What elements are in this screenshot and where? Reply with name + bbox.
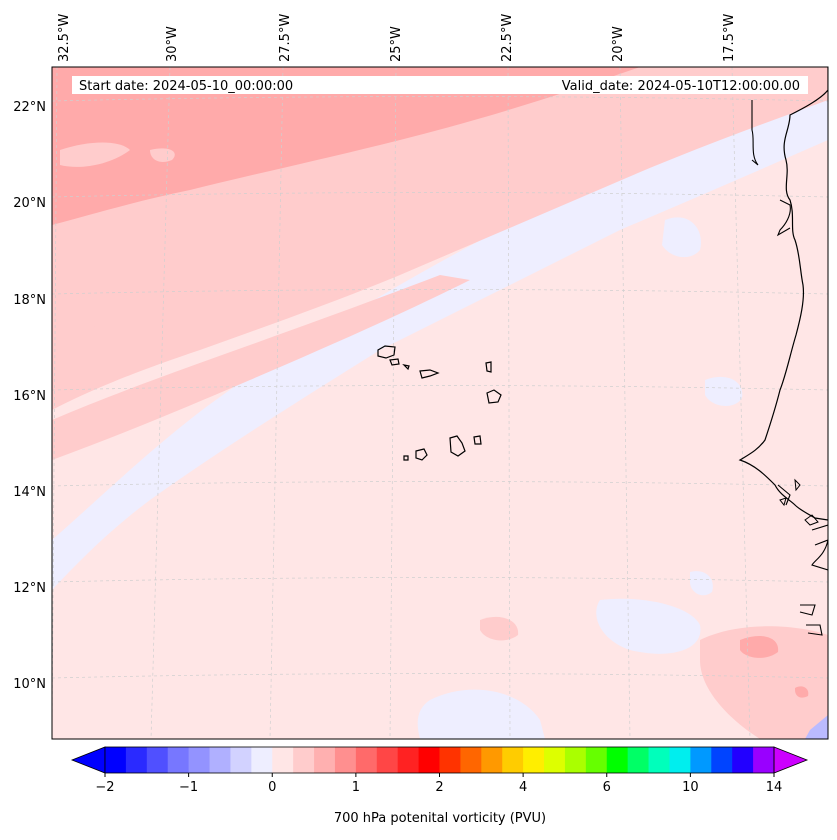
pv-moderate-positive-patch bbox=[795, 686, 809, 698]
colorbar-tick-label: 0 bbox=[268, 780, 276, 795]
pv-negative-patch bbox=[690, 571, 713, 596]
colorbar-cell bbox=[564, 747, 587, 773]
pv-weak-positive-band bbox=[52, 275, 470, 460]
africa-coastline-islands bbox=[779, 478, 819, 526]
colorbar-cell bbox=[585, 747, 608, 773]
lat-label: 16°N bbox=[13, 389, 46, 404]
colorbar-cell bbox=[251, 747, 273, 773]
colorbar-tick-label: 2 bbox=[435, 780, 443, 795]
colorbar-tick-label: 4 bbox=[519, 780, 527, 795]
graticule bbox=[52, 67, 828, 739]
colorbar-cell bbox=[376, 747, 399, 773]
pv-weak-positive-patch bbox=[700, 626, 828, 739]
pv-negative-patch bbox=[662, 217, 701, 258]
lon-label: 22.5°W bbox=[500, 14, 515, 62]
colorbar-tick-label: −2 bbox=[95, 780, 114, 795]
colorbar-cell bbox=[355, 747, 378, 773]
colorbar-cell bbox=[397, 747, 420, 773]
cape-verde-islands bbox=[377, 345, 502, 461]
colorbar-cell bbox=[523, 747, 545, 773]
pv-weak-positive-patch bbox=[90, 313, 140, 340]
colorbar-cell bbox=[146, 747, 169, 773]
colorbar-cell bbox=[669, 747, 691, 773]
latitude-labels: 22°N 20°N 18°N 16°N 14°N 12°N 10°N bbox=[13, 100, 46, 692]
pv-negative-band bbox=[52, 95, 828, 590]
pv-weak-positive-patch bbox=[480, 616, 519, 641]
pv-moderate-positive-patch bbox=[740, 636, 779, 658]
colorbar-cells bbox=[105, 747, 775, 773]
colorbar-cell bbox=[544, 747, 566, 773]
map-frame bbox=[51, 66, 829, 740]
africa-coastline bbox=[738, 67, 828, 521]
colorbar-cell bbox=[690, 747, 712, 773]
pv-negative-patch bbox=[705, 376, 743, 406]
start-date-label: Start date: 2024-05-10_00:00:00 bbox=[79, 79, 293, 94]
longitude-labels: 32.5°W 30°W 27.5°W 25°W 22.5°W 20°W 17.5… bbox=[57, 14, 737, 62]
lon-label: 32.5°W bbox=[57, 14, 72, 62]
colorbar-tick-label: 1 bbox=[352, 780, 360, 795]
colorbar-cell bbox=[460, 747, 482, 773]
colorbar: −2 −1 0 1 2 4 6 10 14 700 hPa potenital vorticit… bbox=[70, 746, 809, 826]
colorbar-cell bbox=[606, 747, 629, 773]
colorbar-tick-label: 14 bbox=[766, 780, 783, 795]
colorbar-extend-low bbox=[70, 746, 106, 774]
colorbar-cell bbox=[732, 747, 754, 773]
pv-weak-positive-patch bbox=[60, 142, 130, 167]
colorbar-cell bbox=[648, 747, 670, 773]
colorbar-cell bbox=[230, 747, 252, 773]
colorbar-cell bbox=[167, 747, 190, 773]
colorbar-extend-high bbox=[773, 746, 809, 774]
lat-label: 20°N bbox=[13, 196, 46, 211]
lat-label: 12°N bbox=[13, 581, 46, 596]
pv-negative-patch bbox=[417, 689, 545, 739]
lon-label: 20°W bbox=[611, 26, 626, 62]
pv-moderate-positive-band bbox=[52, 67, 640, 225]
colorbar-cell bbox=[481, 747, 503, 773]
lat-label: 14°N bbox=[13, 485, 46, 500]
colorbar-cell bbox=[272, 747, 294, 773]
colorbar-cell bbox=[188, 747, 211, 773]
colorbar-tick-label: −1 bbox=[179, 780, 198, 795]
lat-label: 18°N bbox=[13, 293, 46, 308]
colorbar-cell bbox=[293, 747, 315, 773]
colorbar-cell bbox=[314, 747, 336, 773]
colorbar-cell bbox=[105, 747, 127, 773]
pv-negative-corner bbox=[805, 715, 828, 739]
lon-label: 27.5°W bbox=[278, 14, 293, 62]
lon-label: 30°W bbox=[165, 26, 180, 62]
pv-negative-patch bbox=[596, 598, 701, 654]
lon-label: 25°W bbox=[389, 26, 404, 62]
colorbar-cell bbox=[711, 747, 733, 773]
lat-label: 10°N bbox=[13, 677, 46, 692]
valid-date-label: Valid_date: 2024-05-10T12:00:00.00 bbox=[562, 79, 800, 94]
colorbar-tick-label: 10 bbox=[682, 780, 699, 795]
colorbar-cell bbox=[209, 747, 231, 773]
africa-coastline-detail bbox=[751, 100, 828, 636]
colorbar-cell bbox=[627, 747, 650, 773]
colorbar-tick-label: 6 bbox=[603, 780, 611, 795]
map-panel bbox=[52, 67, 828, 739]
colorbar-cell bbox=[502, 747, 524, 773]
lat-label: 22°N bbox=[13, 100, 46, 115]
colorbar-ticks: −2 −1 0 1 2 4 6 10 14 bbox=[95, 773, 782, 795]
colorbar-label: 700 hPa potenital vorticity (PVU) bbox=[334, 811, 546, 826]
date-banner bbox=[72, 76, 808, 94]
colorbar-cell bbox=[334, 747, 357, 773]
colorbar-cell bbox=[439, 747, 461, 773]
colorbar-cell bbox=[753, 747, 775, 773]
pv-weak-positive-patch bbox=[150, 148, 175, 162]
colorbar-cell bbox=[125, 747, 148, 773]
lon-label: 17.5°W bbox=[722, 14, 737, 62]
colorbar-cell bbox=[418, 747, 440, 773]
